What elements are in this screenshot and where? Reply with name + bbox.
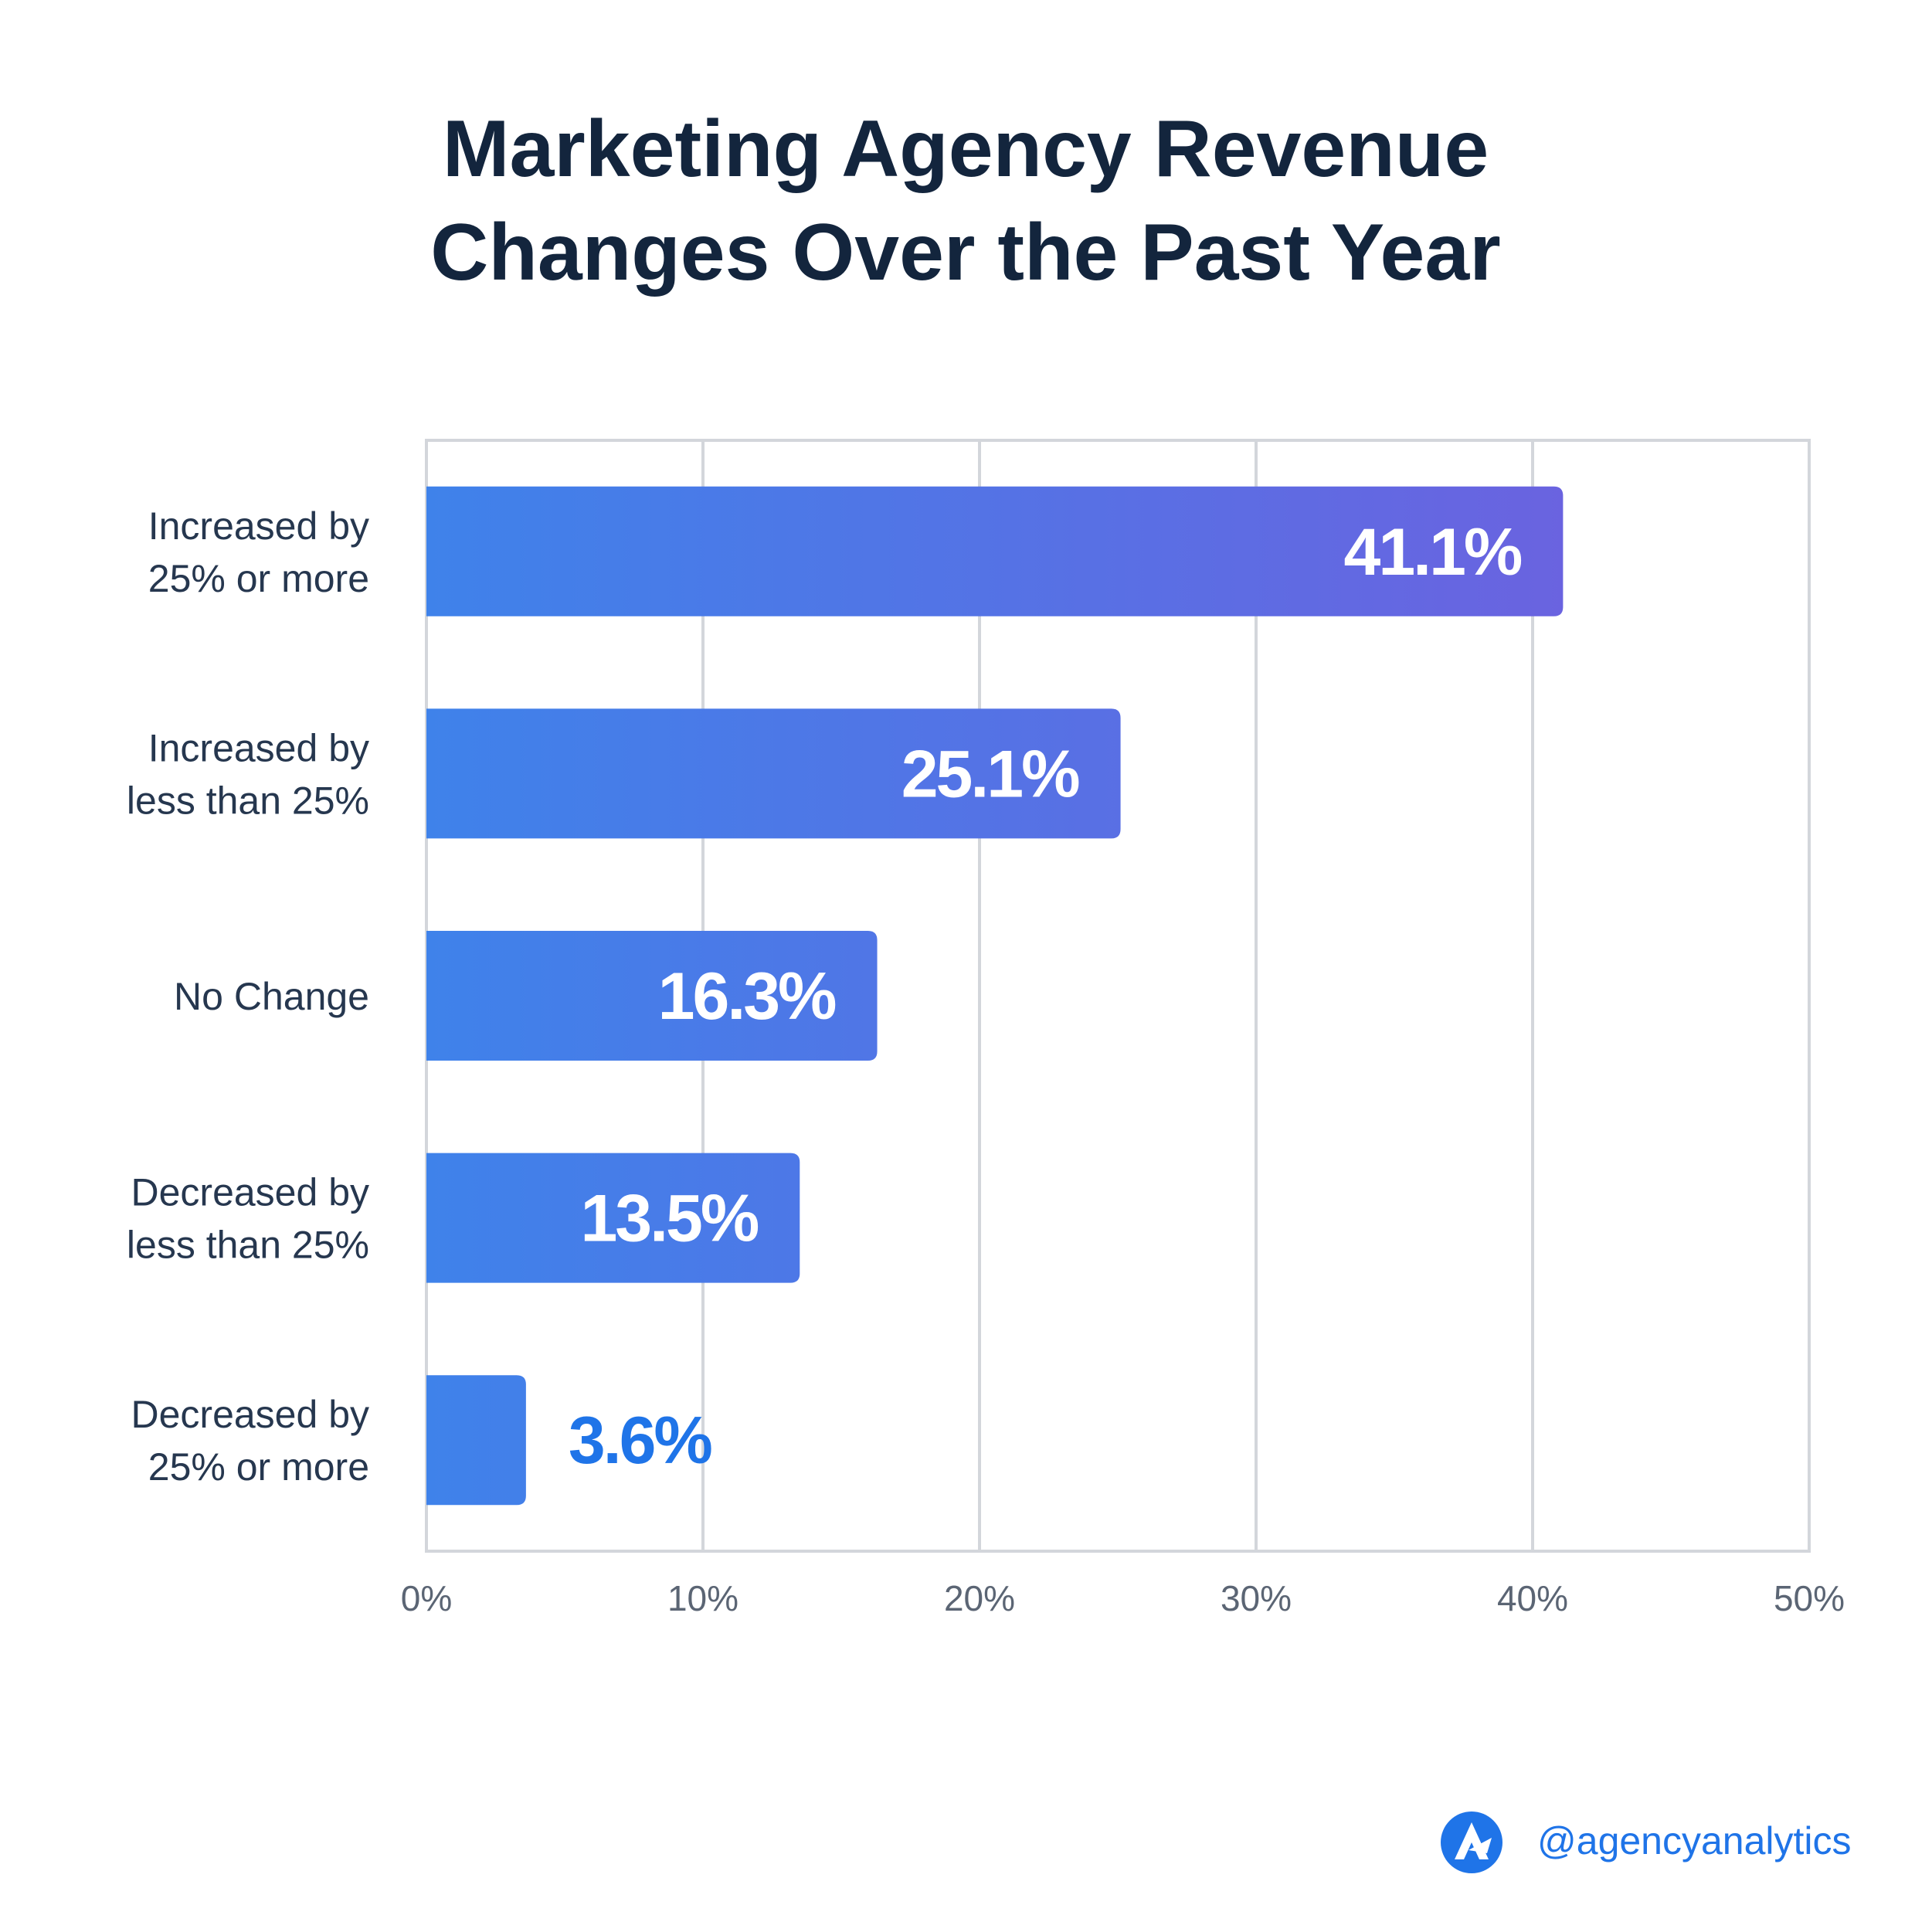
x-tick-label: 20% [944,1578,1015,1618]
chart-title-line-1: Marketing Agency Revenue [443,104,1489,194]
category-label: less than 25% [127,779,369,822]
category-label: 25% or more [148,1445,369,1489]
x-axis-tick-labels: 0% 10% 20% 30% 40% 50% [401,1578,1845,1618]
x-tick-label: 30% [1221,1578,1292,1618]
brand-handle: @agencyanalytics [1537,1819,1852,1862]
category-label: Decreased by [131,1171,370,1214]
agencyanalytics-logo-icon [1441,1811,1502,1873]
bar-value-label: 16.3% [658,959,836,1034]
bar-value-label: 3.6% [569,1404,712,1478]
category-label: 25% or more [148,557,369,600]
bar [426,931,878,1061]
category-label: Increased by [148,726,369,769]
category-label: Increased by [148,504,369,548]
category-label: No Change [174,975,369,1018]
x-tick-label: 40% [1497,1578,1568,1618]
category-label: less than 25% [127,1224,369,1267]
bar [426,486,1564,616]
bar-value-label: 25.1% [901,737,1079,811]
category-label: Decreased by [131,1393,370,1436]
category-labels: Increased by 25% or more Increased by less … [127,504,369,1489]
x-tick-label: 50% [1774,1578,1845,1618]
bar-value-label: 41.1% [1344,515,1522,589]
bar [426,1375,526,1506]
bar [426,708,1121,839]
bars: 41.1% 25.1% 16.3% 13.5% 3.6% [426,486,1564,1506]
x-tick-label: 0% [401,1578,452,1618]
bar [426,1153,800,1283]
chart-title-line-2: Changes Over the Past Year [430,208,1500,297]
x-tick-label: 10% [667,1578,739,1618]
bar-value-label: 13.5% [580,1182,758,1256]
